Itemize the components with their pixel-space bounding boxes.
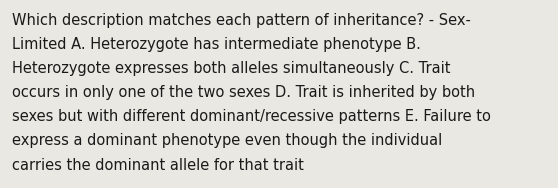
Text: Heterozygote expresses both alleles simultaneously C. Trait: Heterozygote expresses both alleles simu… bbox=[12, 61, 451, 76]
Text: carries the dominant allele for that trait: carries the dominant allele for that tra… bbox=[12, 158, 304, 173]
Text: express a dominant phenotype even though the individual: express a dominant phenotype even though… bbox=[12, 133, 442, 149]
Text: Which description matches each pattern of inheritance? - Sex-: Which description matches each pattern o… bbox=[12, 13, 471, 28]
Text: sexes but with different dominant/recessive patterns E. Failure to: sexes but with different dominant/recess… bbox=[12, 109, 491, 124]
Text: Limited A. Heterozygote has intermediate phenotype B.: Limited A. Heterozygote has intermediate… bbox=[12, 37, 421, 52]
Text: occurs in only one of the two sexes D. Trait is inherited by both: occurs in only one of the two sexes D. T… bbox=[12, 85, 475, 100]
